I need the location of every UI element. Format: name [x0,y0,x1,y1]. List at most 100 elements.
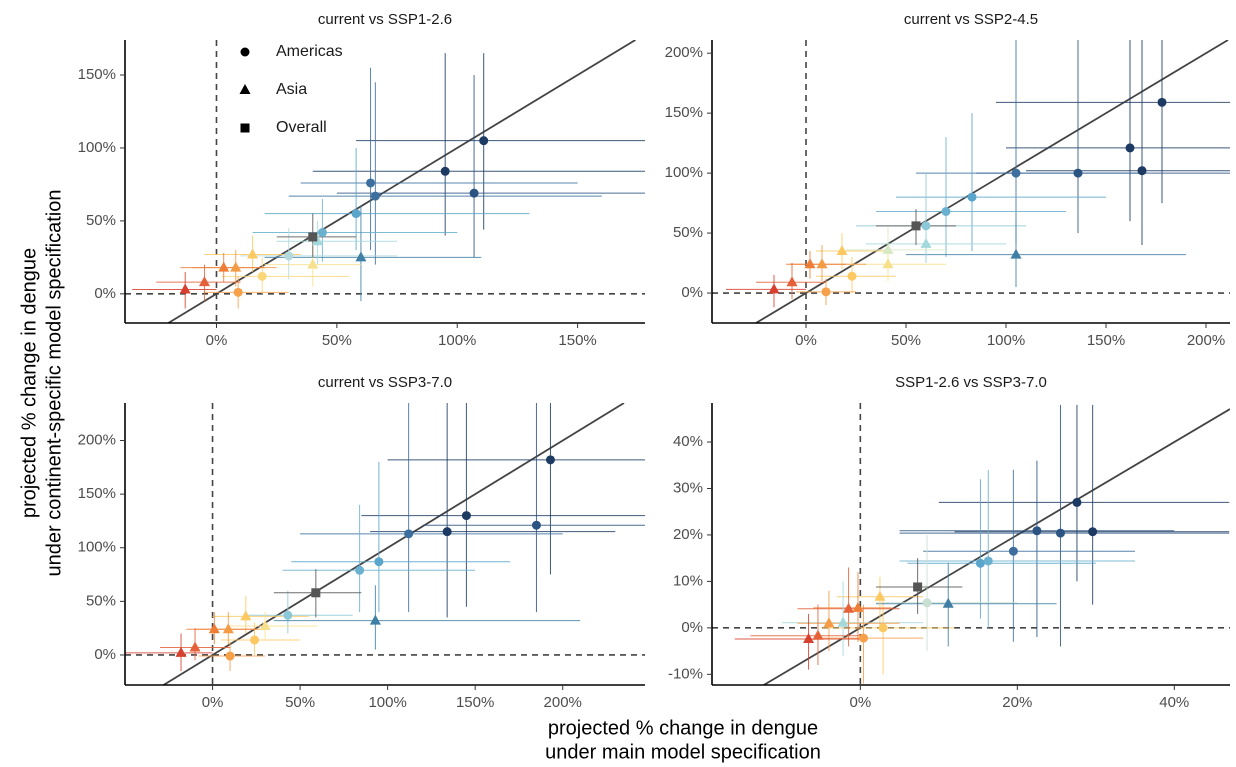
y-tick-label: 100% [78,139,116,156]
point [803,633,815,644]
point [374,557,384,567]
y-tick-label: 20% [673,526,703,543]
legend-marker [240,47,250,57]
panel-title: current vs SSP1-2.6 [318,11,452,28]
x-tick-label: 100% [368,694,406,711]
point [1032,526,1042,536]
identity-line [163,403,625,685]
point [355,251,367,262]
point [913,582,923,592]
y-tick-label: 40% [673,433,703,450]
plot-area [125,40,645,323]
point [821,287,831,297]
point [369,614,381,625]
panel-title: current vs SSP2-4.5 [904,11,1038,28]
point [1073,168,1083,178]
point [1157,97,1167,107]
point [179,283,191,294]
y-tick-label: 0% [681,619,703,636]
point [1072,497,1082,507]
x-tick-label: 0% [206,332,228,349]
point [786,276,798,287]
y-tick-label: 50% [86,592,116,609]
point [768,283,780,294]
point [1055,528,1065,538]
point [259,620,271,631]
y-tick-label: 150% [78,66,116,83]
point [545,455,555,465]
x-tick-label: 150% [1087,332,1125,349]
point [812,629,824,640]
point [479,136,489,146]
point [222,623,234,634]
point [874,590,886,601]
x-tick-label: 150% [456,694,494,711]
point [922,598,932,608]
point [247,248,259,259]
point [921,221,931,231]
point [175,646,187,657]
point [240,610,252,621]
point [283,610,293,620]
point [257,271,267,281]
point [355,565,365,575]
y-axis-label: projected % change in dengue [18,248,40,518]
y-tick-label: 150% [665,104,703,121]
y-tick-label: 50% [86,212,116,229]
plot-area [125,403,645,685]
point [311,588,321,598]
x-tick-label: 50% [322,332,352,349]
point [878,623,888,633]
x-tick-label: 100% [438,332,476,349]
x-tick-label: 50% [285,694,315,711]
panel-title: current vs SSP3-7.0 [318,374,452,391]
x-axis-label: under main model specification [545,741,821,763]
y-tick-label: 0% [94,285,116,302]
x-tick-label: 0% [795,332,817,349]
point [312,235,324,246]
point [284,251,294,261]
point [250,635,260,645]
y-tick-label: 100% [665,164,703,181]
x-tick-label: 200% [1187,332,1225,349]
point [218,261,230,272]
point [370,191,380,201]
point [804,258,816,269]
legend-label: Americas [276,43,343,60]
point [469,188,479,198]
point [816,258,828,269]
point [317,228,327,238]
y-tick-label: 200% [665,44,703,61]
x-axis-label: projected % change in dengue [548,717,818,739]
point [404,529,414,539]
identity-line [763,408,1230,685]
point [1137,166,1147,176]
y-tick-label: 50% [673,224,703,241]
point [983,556,993,566]
point [233,287,243,297]
legend-marker [240,123,250,133]
point [1008,546,1018,556]
y-tick-label: 0% [681,284,703,301]
y-tick-label: 10% [673,572,703,589]
point [967,192,977,202]
x-tick-label: 20% [1002,694,1032,711]
x-tick-label: 150% [558,332,596,349]
x-tick-label: 40% [1159,694,1189,711]
x-tick-label: 200% [544,694,582,711]
point [307,258,319,269]
point [836,245,848,256]
point [882,243,894,254]
point [198,276,210,287]
legend-label: Asia [276,81,307,98]
y-tick-label: 30% [673,479,703,496]
y-tick-label: -10% [668,665,703,682]
point [852,601,864,612]
point [975,558,985,568]
point [941,206,951,216]
point [366,178,376,188]
y-tick-label: 0% [94,646,116,663]
point [442,527,452,537]
x-tick-label: 50% [891,332,921,349]
